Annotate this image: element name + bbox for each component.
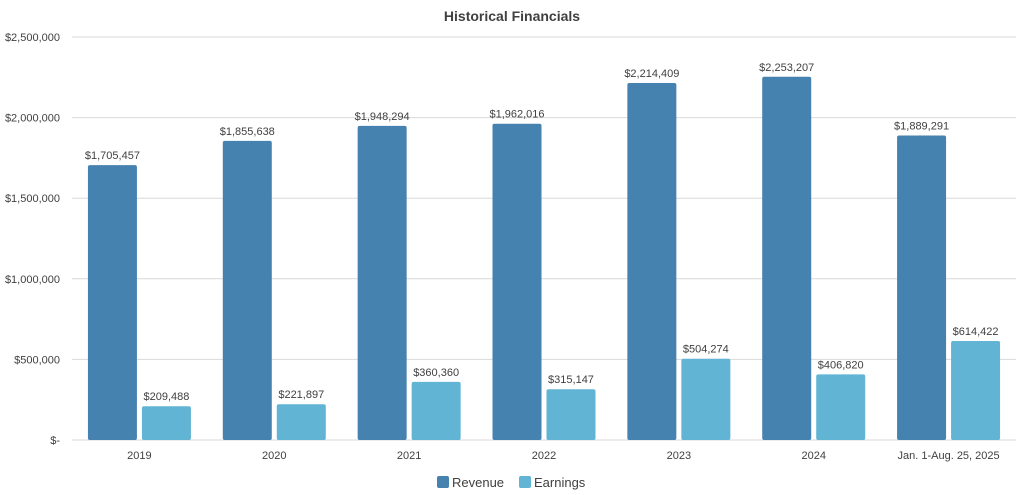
y-axis-tick-labels: $- $500,000 $1,000,000 $1,500,000 $2,000,000… bbox=[5, 32, 60, 447]
data-label-earnings: $614,422 bbox=[953, 326, 999, 338]
x-tick-label: 2020 bbox=[262, 450, 286, 462]
bar-earnings bbox=[141, 406, 191, 440]
bar-revenue bbox=[627, 83, 677, 441]
x-tick-label: 2023 bbox=[667, 450, 691, 462]
bar-earnings bbox=[951, 340, 1001, 440]
x-axis-tick-labels: 2019 2020 2021 2022 2023 2024 Jan. 1-Aug. 25, … bbox=[127, 450, 999, 462]
legend-swatch-earnings bbox=[519, 476, 531, 488]
data-label-revenue: $1,705,457 bbox=[85, 150, 140, 162]
x-tick-label: 2019 bbox=[127, 450, 151, 462]
bar-earnings bbox=[546, 389, 596, 440]
bar-earnings bbox=[816, 374, 866, 440]
y-tick-label: $2,500,000 bbox=[5, 32, 60, 44]
data-label-earnings: $315,147 bbox=[548, 374, 594, 386]
y-tick-label: $500,000 bbox=[14, 354, 60, 366]
legend: Revenue Earnings bbox=[437, 475, 586, 490]
y-tick-label: $1,000,000 bbox=[5, 274, 60, 286]
bar-revenue bbox=[897, 135, 947, 440]
data-label-revenue: $1,948,294 bbox=[355, 111, 410, 123]
data-label-revenue: $1,855,638 bbox=[220, 126, 275, 138]
x-tick-label: 2022 bbox=[532, 450, 556, 462]
data-label-earnings: $504,274 bbox=[683, 344, 729, 356]
legend-label-earnings: Earnings bbox=[534, 475, 586, 490]
data-label-earnings: $221,897 bbox=[278, 389, 324, 401]
data-label-revenue: $2,253,207 bbox=[759, 62, 814, 74]
bar-revenue bbox=[762, 76, 812, 441]
bar-earnings bbox=[681, 358, 731, 440]
data-label-earnings: $406,820 bbox=[818, 359, 864, 371]
y-tick-label: $- bbox=[50, 435, 60, 447]
bar-revenue bbox=[222, 140, 272, 440]
bars bbox=[87, 76, 1001, 441]
data-label-earnings: $209,488 bbox=[143, 391, 189, 403]
x-tick-label: Jan. 1-Aug. 25, 2025 bbox=[898, 450, 1000, 462]
bar-revenue bbox=[357, 125, 407, 441]
data-label-revenue: $2,214,409 bbox=[624, 68, 679, 80]
data-label-revenue: $1,889,291 bbox=[894, 120, 949, 132]
bar-earnings bbox=[411, 381, 461, 440]
x-tick-label: 2021 bbox=[397, 450, 421, 462]
data-label-revenue: $1,962,016 bbox=[489, 109, 544, 121]
bar-revenue bbox=[492, 123, 542, 440]
bar-earnings bbox=[276, 404, 326, 440]
data-label-earnings: $360,360 bbox=[413, 367, 459, 379]
legend-swatch-revenue bbox=[437, 476, 449, 488]
chart-title: Historical Financials bbox=[444, 8, 580, 24]
gridlines bbox=[72, 36, 1016, 441]
x-tick-label: 2024 bbox=[801, 450, 825, 462]
y-tick-label: $2,000,000 bbox=[5, 113, 60, 125]
legend-label-revenue: Revenue bbox=[452, 475, 504, 490]
data-labels: $1,705,457 $209,488 $1,855,638 $221,897 $1,9… bbox=[85, 62, 999, 403]
bar-revenue bbox=[87, 165, 137, 441]
y-tick-label: $1,500,000 bbox=[5, 193, 60, 205]
